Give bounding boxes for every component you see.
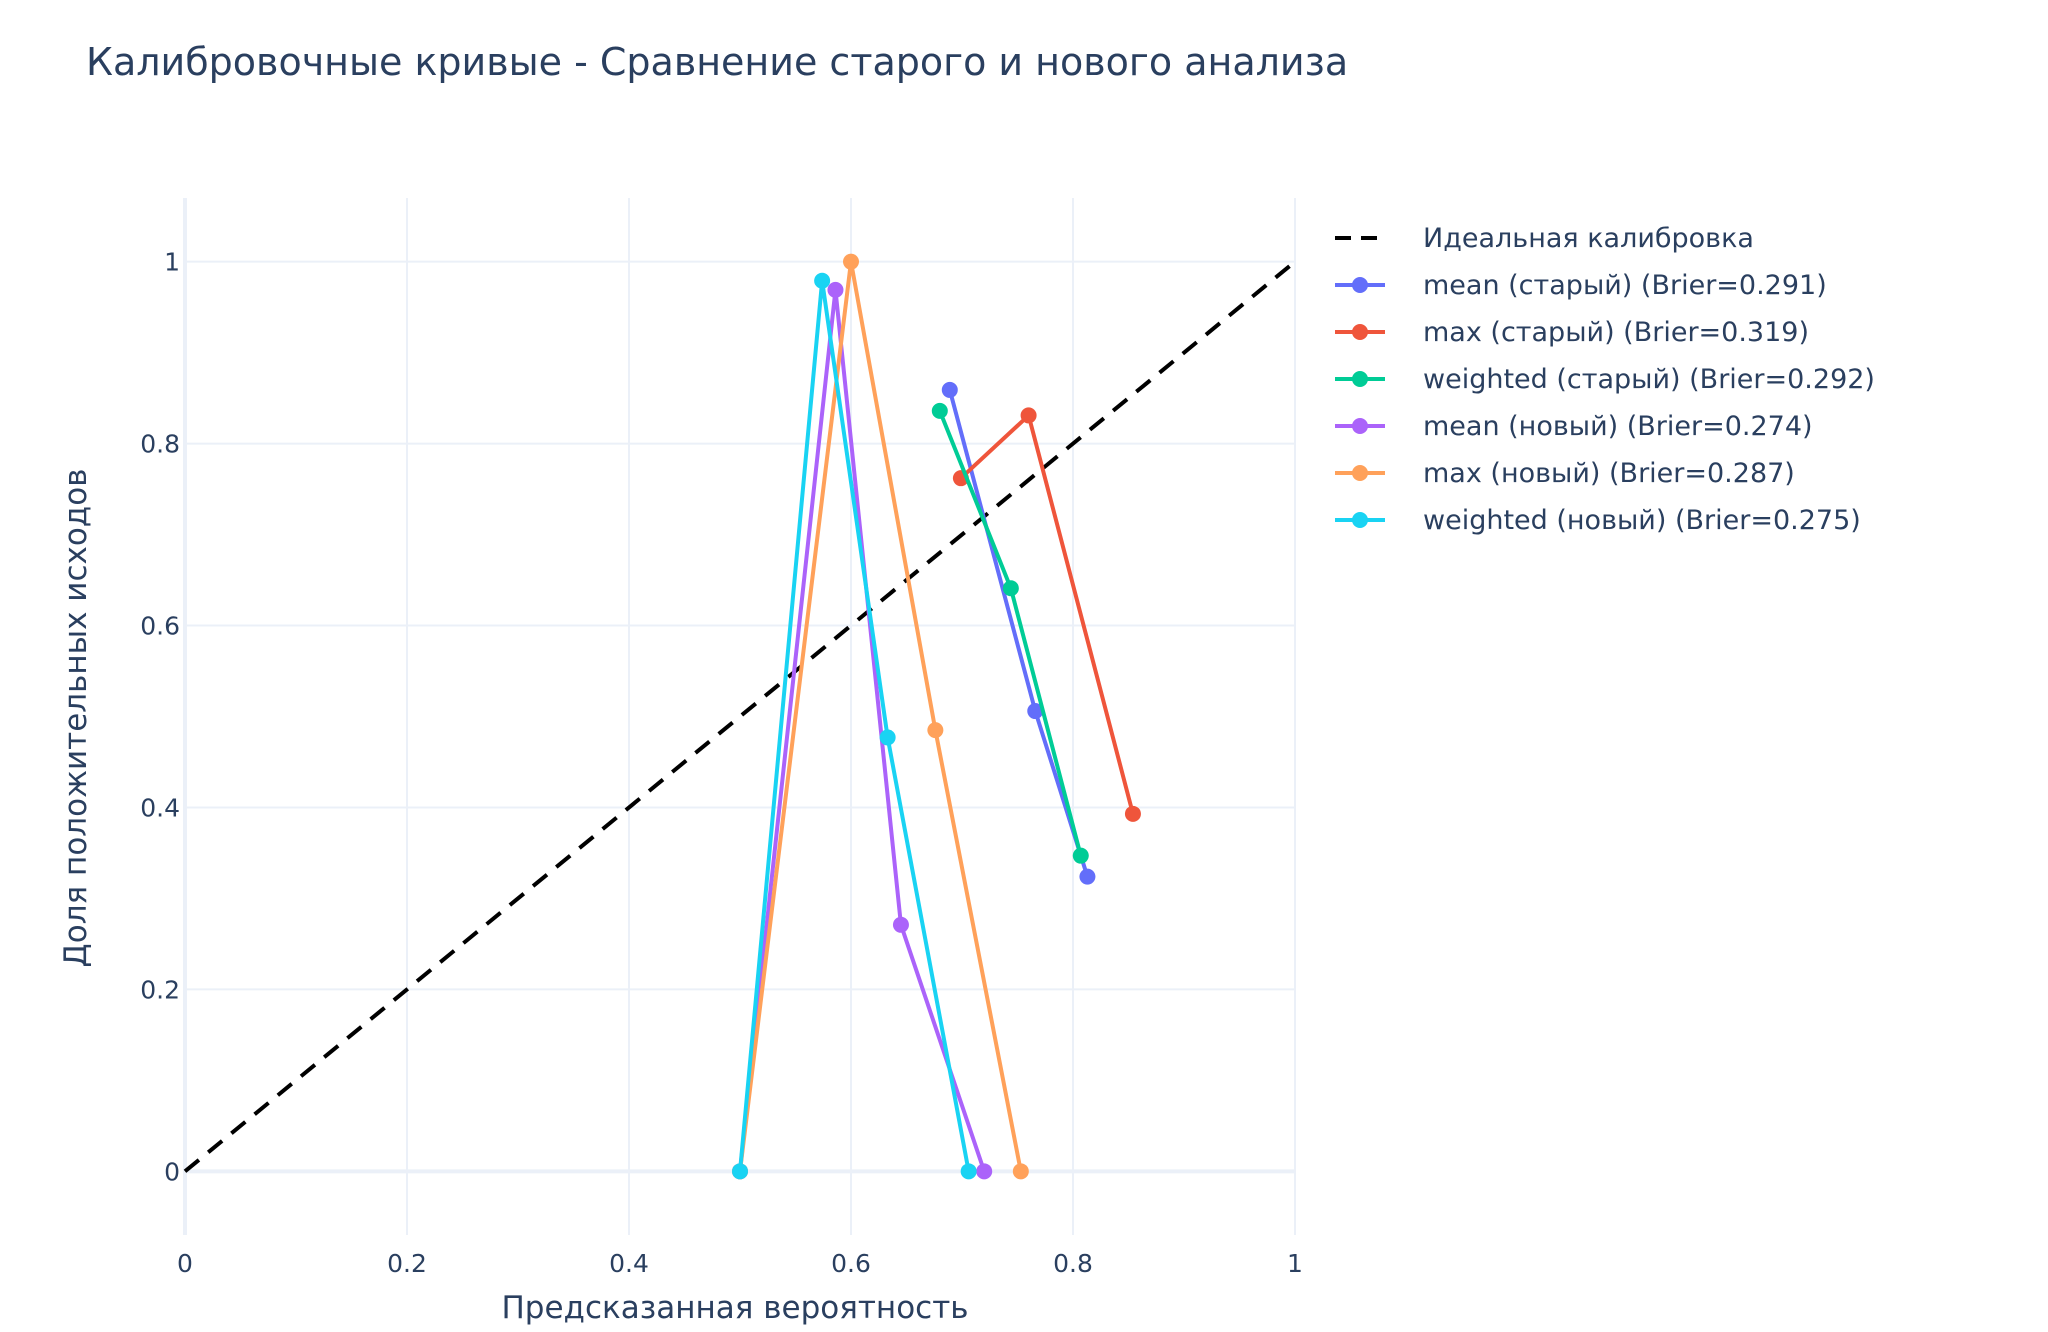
legend-item[interactable]: max (старый) (Brier=0.319) [1335, 317, 1809, 348]
x-tick-label: 0 [177, 1249, 193, 1278]
legend-label: weighted (новый) (Brier=0.275) [1423, 505, 1861, 536]
x-tick-label: 1 [1287, 1249, 1303, 1278]
legend-item[interactable]: max (новый) (Brier=0.287) [1335, 458, 1795, 489]
data-point[interactable] [976, 1163, 993, 1180]
series-0 [183, 260, 1297, 1173]
series-line [738, 259, 1023, 1172]
data-point[interactable] [931, 402, 948, 419]
legend-item[interactable]: mean (новый) (Brier=0.274) [1335, 411, 1813, 442]
x-tick-label: 0.8 [1053, 1249, 1093, 1278]
data-point[interactable] [1027, 703, 1044, 720]
data-point[interactable] [827, 281, 844, 298]
legend-item[interactable]: weighted (старый) (Brier=0.292) [1335, 364, 1875, 395]
legend-label: mean (новый) (Brier=0.274) [1423, 411, 1813, 442]
legend-item[interactable]: Идеальная калибровка [1335, 223, 1754, 254]
legend-label: max (старый) (Brier=0.319) [1423, 317, 1809, 348]
chart-title: Калибровочные кривые - Сравнение старого… [86, 40, 1348, 84]
legend-marker [1352, 512, 1368, 528]
legend-label: mean (старый) (Brier=0.291) [1423, 270, 1827, 301]
x-axis-title: Предсказанная вероятность [501, 1290, 968, 1326]
data-point[interactable] [1020, 407, 1037, 424]
series-line [738, 278, 971, 1172]
y-tick-label: 0.8 [140, 430, 180, 459]
series-4 [732, 281, 993, 1180]
grid [183, 198, 1296, 1235]
y-axis-ticks: 0 0.2 0.4 0.6 0.8 1 [140, 248, 180, 1187]
data-point[interactable] [1072, 847, 1089, 864]
y-tick-label: 0 [164, 1157, 180, 1186]
data-point[interactable] [879, 729, 896, 746]
legend-item[interactable]: weighted (новый) (Brier=0.275) [1335, 505, 1861, 536]
legend-item[interactable]: mean (старый) (Brier=0.291) [1335, 270, 1827, 301]
legend-label: Идеальная калибровка [1423, 223, 1754, 254]
data-point[interactable] [892, 916, 909, 933]
legend-marker [1352, 418, 1368, 434]
y-tick-label: 1 [164, 248, 180, 277]
data-point[interactable] [814, 272, 831, 289]
y-axis-title: Доля положительных исходов [58, 469, 94, 968]
legend[interactable]: Идеальная калибровка mean (старый) (Brier… [1335, 223, 1875, 536]
y-tick-label: 0.2 [140, 975, 180, 1004]
data-point[interactable] [1079, 868, 1096, 885]
legend-label: max (новый) (Brier=0.287) [1423, 458, 1795, 489]
series-line [183, 260, 1297, 1173]
x-tick-label: 0.2 [387, 1249, 427, 1278]
series-6 [732, 272, 977, 1180]
series-2 [952, 407, 1141, 822]
data-point[interactable] [1124, 805, 1141, 822]
x-tick-label: 0.4 [609, 1249, 649, 1278]
legend-label: weighted (старый) (Brier=0.292) [1423, 364, 1875, 395]
data-point[interactable] [732, 1163, 748, 1180]
legend-marker [1352, 371, 1368, 387]
data-point[interactable] [960, 1163, 977, 1180]
legend-marker [1352, 465, 1368, 481]
legend-marker [1352, 277, 1368, 293]
series-line [738, 287, 987, 1172]
series-3 [931, 402, 1089, 864]
data-point[interactable] [927, 722, 944, 739]
x-tick-label: 0.6 [831, 1249, 871, 1278]
y-tick-label: 0.4 [140, 793, 180, 822]
data-point[interactable] [941, 381, 958, 398]
legend-marker [1352, 324, 1368, 340]
data-point[interactable] [843, 253, 859, 270]
y-tick-label: 0.6 [140, 612, 180, 641]
data-point[interactable] [1002, 580, 1019, 597]
series-group [183, 253, 1297, 1180]
data-point[interactable] [1012, 1163, 1029, 1180]
x-axis-ticks: 0 0.2 0.4 0.6 0.8 1 [177, 1249, 1303, 1278]
